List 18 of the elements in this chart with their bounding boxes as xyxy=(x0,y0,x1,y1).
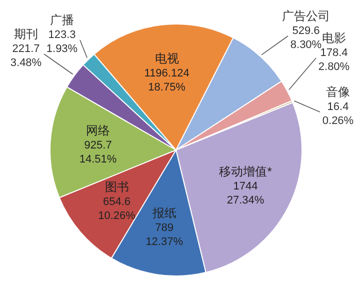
data-label: 1196.124 18.75% xyxy=(144,67,190,94)
data-label: 1744 27.34% xyxy=(226,180,264,207)
data-label: 789 12.37% xyxy=(146,222,184,248)
slice-label: 广告公司 xyxy=(282,9,330,23)
slice-label: 广播 xyxy=(50,13,74,27)
data-label: 16.4 0.26% xyxy=(322,101,354,127)
slice-label: 电视 xyxy=(154,51,179,66)
slice-label: 移动增值* xyxy=(219,164,272,179)
data-label: 654.6 10.26% xyxy=(98,196,136,222)
slice-label: 报纸 xyxy=(151,206,176,220)
data-label: 221.7 3.48% xyxy=(10,43,42,69)
slice-label: 音像 xyxy=(326,85,350,99)
slice-label: 期刊 xyxy=(14,27,38,41)
slice-label: 图书 xyxy=(104,180,129,194)
slice-label: 电影 xyxy=(322,31,346,45)
data-label: 925.7 14.51% xyxy=(79,140,117,166)
slice-label: 网络 xyxy=(86,124,110,138)
data-label: 123.3 1.93% xyxy=(46,29,78,55)
